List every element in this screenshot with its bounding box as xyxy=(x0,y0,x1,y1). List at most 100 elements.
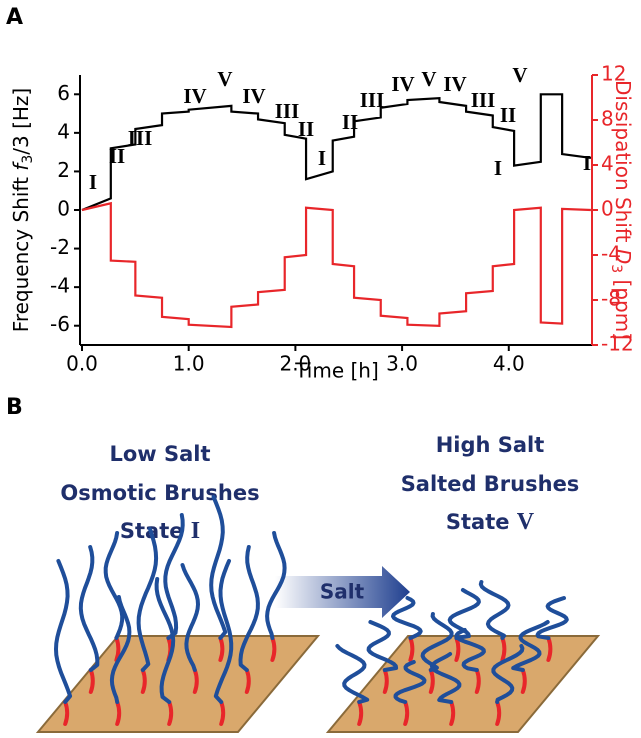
chain xyxy=(511,620,550,672)
state-annotation: IV xyxy=(183,84,206,108)
state-annotation: II xyxy=(109,144,125,168)
chain xyxy=(209,495,228,640)
state-annotation: I xyxy=(583,151,591,175)
state-annotation: III xyxy=(471,88,496,112)
chain xyxy=(366,620,399,672)
state-annotation: I xyxy=(89,170,97,194)
anchor xyxy=(474,668,481,694)
chain xyxy=(154,577,176,704)
anchor xyxy=(63,700,70,726)
anchor xyxy=(449,700,456,726)
chain xyxy=(213,559,234,704)
x-tick-label: 3.0 xyxy=(386,352,418,376)
anchor xyxy=(357,700,364,726)
anchor xyxy=(244,668,251,694)
right-caption: High Salt xyxy=(436,433,545,457)
chain xyxy=(429,652,462,704)
anchor xyxy=(454,636,461,662)
y2-tick-label: -4 xyxy=(601,242,621,266)
right-state: State V xyxy=(446,509,535,535)
y-tick-label: -2 xyxy=(50,235,70,259)
anchor xyxy=(495,700,502,726)
state-annotation: III xyxy=(360,88,385,112)
y2-label-part: Dissipation Shift xyxy=(612,80,636,249)
state-numeral: I xyxy=(191,518,200,544)
anchor xyxy=(218,636,225,662)
state-annotation: II xyxy=(500,103,516,127)
state-annotation: IV xyxy=(391,72,414,96)
y-label-part: f xyxy=(9,161,33,171)
chain xyxy=(535,596,569,640)
anchor xyxy=(167,700,174,726)
y-label-part: 3 xyxy=(20,155,36,164)
left-state: State I xyxy=(120,518,200,544)
anchor xyxy=(546,636,553,662)
x-axis-label: Time [h] xyxy=(294,359,379,383)
state-annotation: III xyxy=(275,99,300,123)
chain xyxy=(136,527,159,672)
chain xyxy=(454,628,486,672)
anchor xyxy=(408,636,415,662)
arrow xyxy=(275,566,410,618)
anchor xyxy=(520,668,527,694)
state-numeral: V xyxy=(517,509,535,535)
y2-axis-label: Dissipation Shift D3 [ppm] xyxy=(608,80,636,340)
y-axis-label: Frequency Shift f3/3 [Hz] xyxy=(9,88,37,332)
y2-tick-label: -8 xyxy=(601,287,621,311)
y2-tick-label: -12 xyxy=(601,332,634,356)
y2-tick-label: 12 xyxy=(601,62,626,86)
state-annotation: III xyxy=(128,126,153,150)
anchor xyxy=(88,668,95,694)
anchor xyxy=(219,700,226,726)
chain xyxy=(78,545,100,672)
x-tick-label: 2.0 xyxy=(279,352,311,376)
anchor xyxy=(114,636,121,662)
y-tick-label: 4 xyxy=(57,119,70,143)
state-annotation: I xyxy=(318,146,326,170)
y2-tick-label: 8 xyxy=(601,107,614,131)
anchor xyxy=(270,636,277,662)
anchor xyxy=(428,668,435,694)
state-annotation: V xyxy=(421,67,436,91)
state-annotation: V xyxy=(512,63,527,87)
chain xyxy=(491,644,525,704)
brushes xyxy=(54,495,569,726)
anchor xyxy=(382,668,389,694)
chain xyxy=(238,545,260,672)
state-annotation: IV xyxy=(242,84,265,108)
y2-label-part: [ppm] xyxy=(612,273,636,340)
state-text: State xyxy=(446,510,517,534)
state-annotation: I xyxy=(494,156,502,180)
chain xyxy=(103,531,125,640)
chain xyxy=(420,612,454,672)
panel-label: B xyxy=(6,395,23,420)
state-annotation: IV xyxy=(443,72,466,96)
y-tick-label: 6 xyxy=(57,81,70,105)
chain xyxy=(393,660,427,704)
y-label-part: Frequency Shift xyxy=(9,171,33,333)
chain xyxy=(335,644,370,704)
y2-label-part: 3 xyxy=(608,264,624,273)
x-tick-label: 0.0 xyxy=(66,352,98,376)
anchor xyxy=(140,668,147,694)
chain xyxy=(478,580,511,640)
y-tick-label: 0 xyxy=(57,197,70,221)
left-caption: Osmotic Brushes xyxy=(60,481,259,505)
anchor xyxy=(500,636,507,662)
arrow-label: Salt xyxy=(320,580,365,604)
y2-tick-label: 0 xyxy=(601,197,614,221)
panel-label: A xyxy=(6,5,23,30)
y-tick-label: -6 xyxy=(50,312,70,336)
series-line xyxy=(81,201,591,329)
y-tick-label: -4 xyxy=(50,274,70,298)
chain xyxy=(163,513,185,640)
chain xyxy=(109,595,132,704)
y-tick-label: 2 xyxy=(57,158,70,182)
chain xyxy=(180,563,200,672)
anchor xyxy=(403,700,410,726)
anchor xyxy=(192,668,199,694)
y2-label-part: D xyxy=(612,249,636,264)
anchor xyxy=(115,700,122,726)
